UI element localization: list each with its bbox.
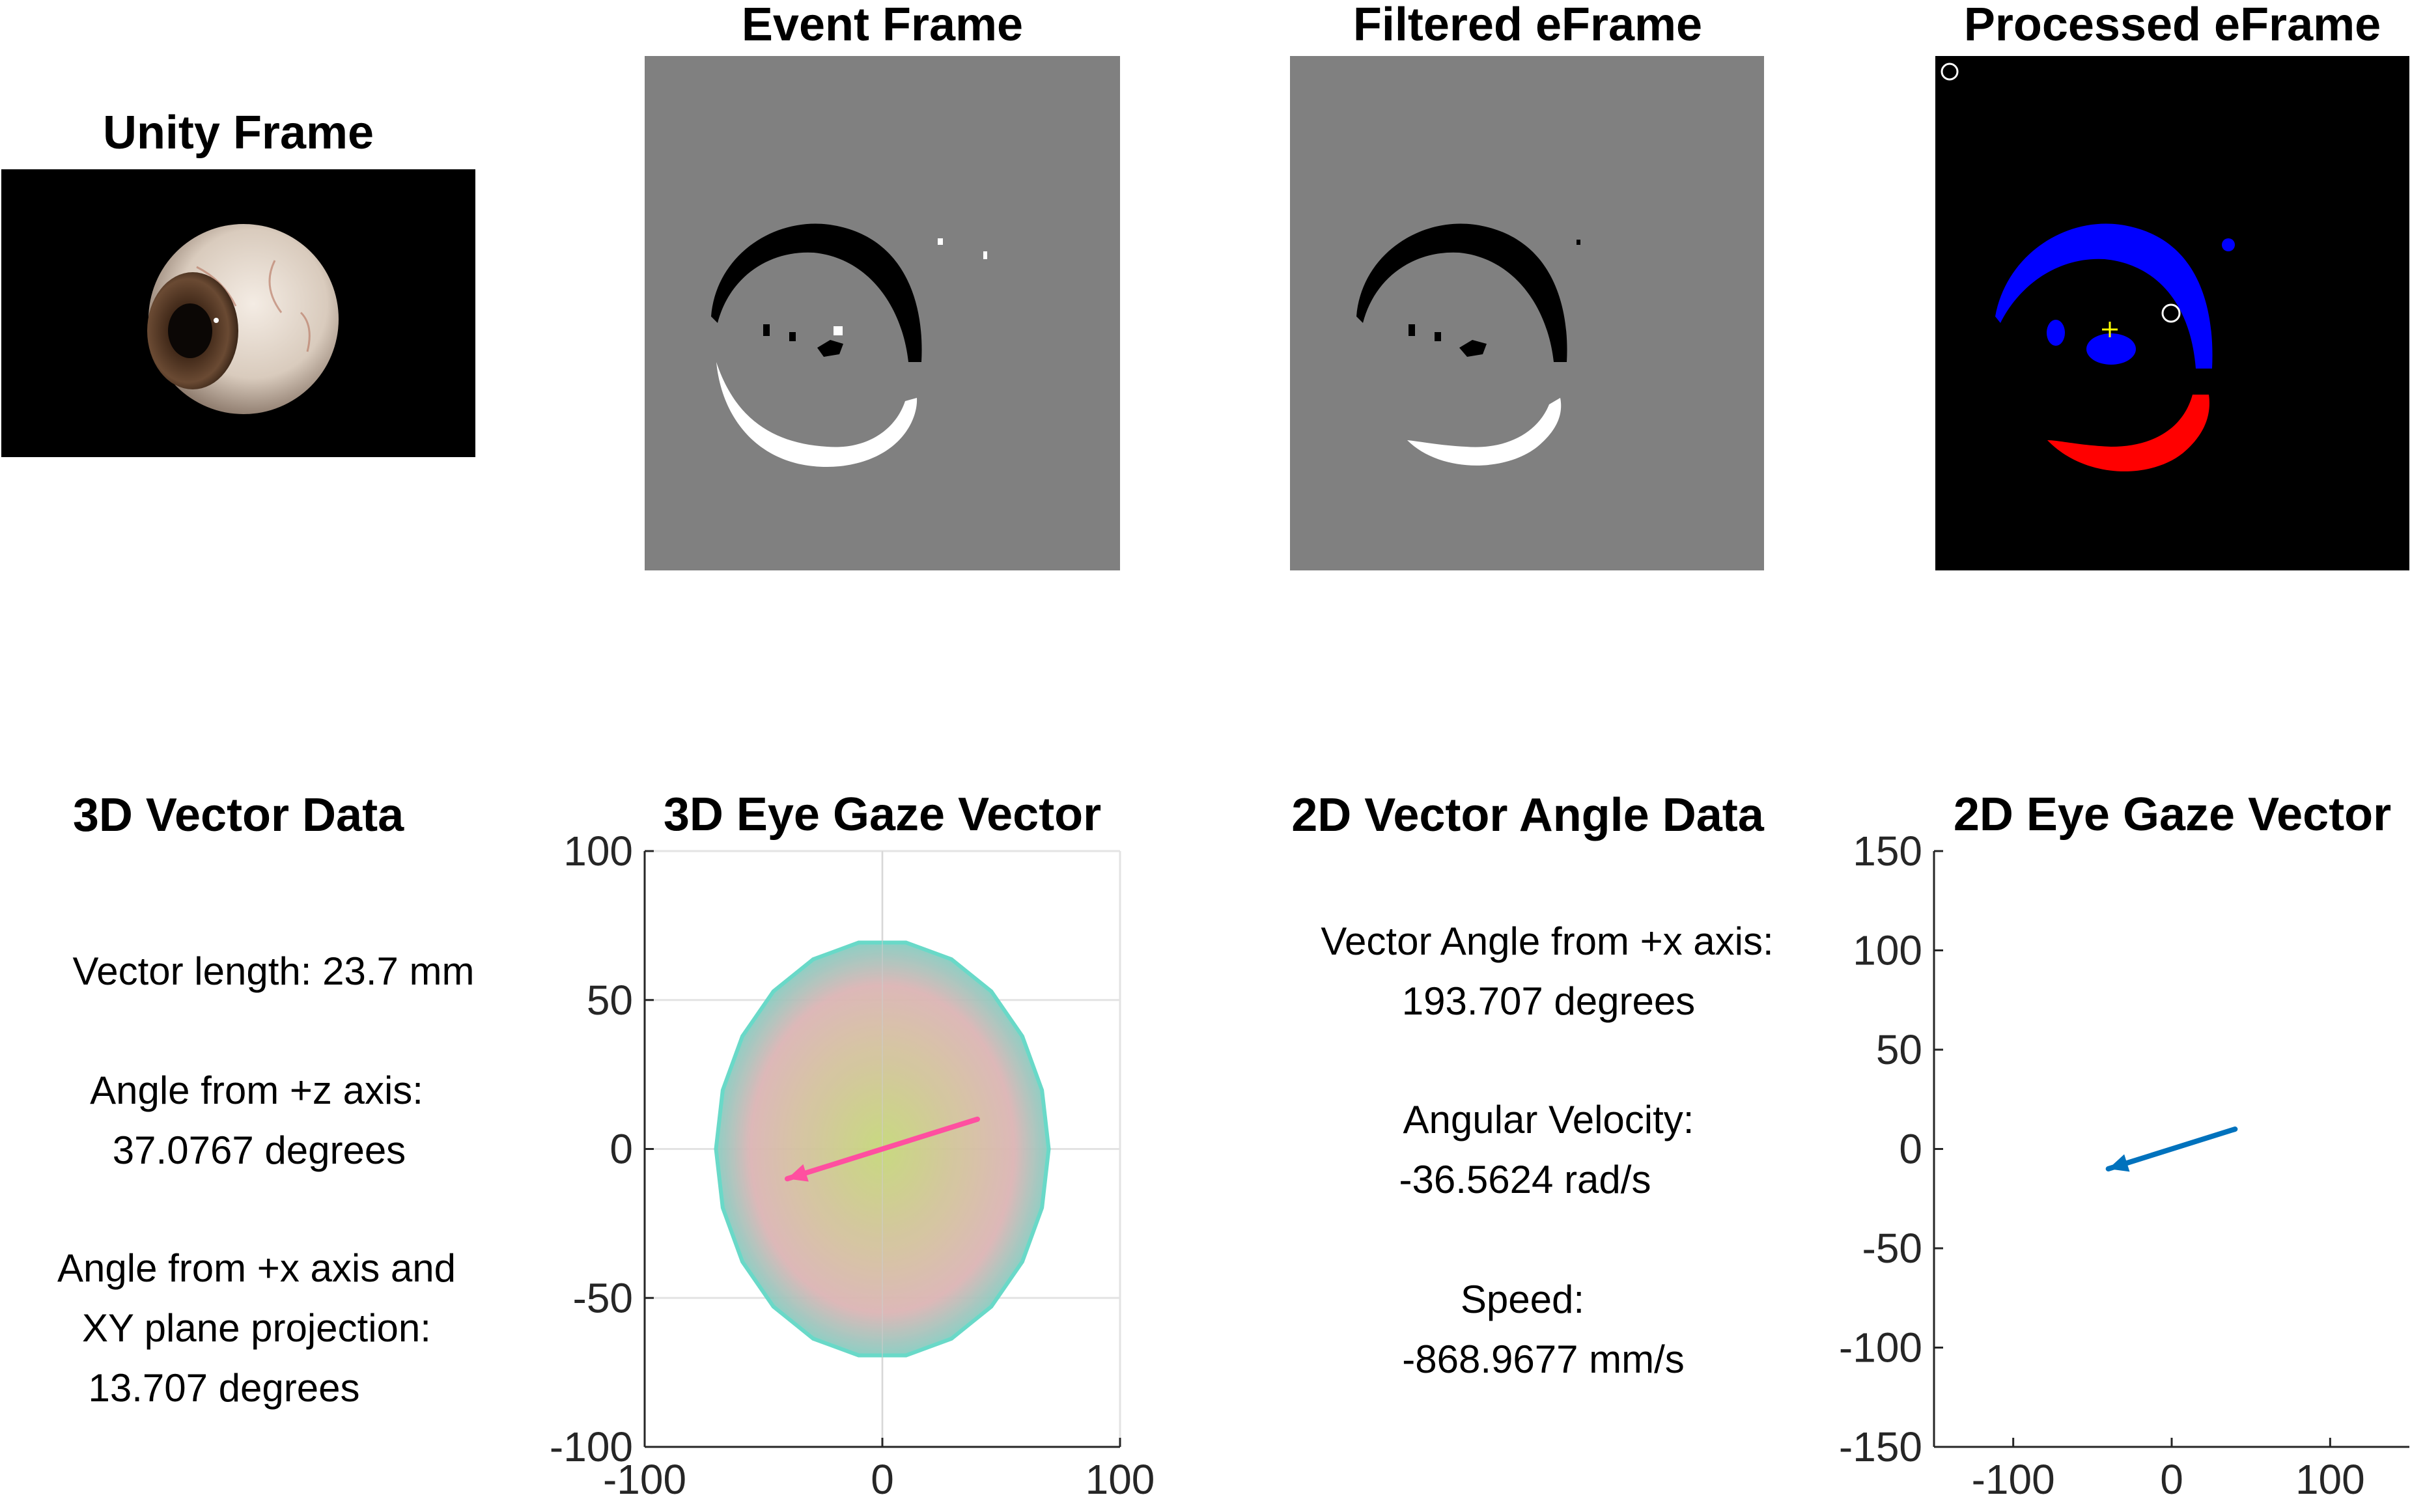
- eyeball-pupil: [168, 303, 212, 358]
- chart-title-2d: 2D Eye Gaze Vector: [1954, 789, 2391, 841]
- vector-3d-z-angle-label: Angle from +z axis:: [90, 1069, 423, 1112]
- gaze-vector-arrowhead-2d: [2108, 1154, 2130, 1172]
- event-upper-arc: [711, 223, 922, 362]
- vector-3d-z-angle-value: 37.0767 degrees: [112, 1128, 406, 1172]
- gaze-vector-2d: [2105, 1127, 2238, 1171]
- x-tick-label-3d: 100: [1086, 1456, 1155, 1503]
- angular-velocity-value: -36.5624 rad/s: [1399, 1158, 1651, 1201]
- y-tick-label-2d: 0: [1899, 1126, 1922, 1173]
- y-tick-label-2d: 50: [1876, 1026, 1922, 1073]
- x-tick-label-3d: -100: [603, 1456, 686, 1503]
- vector-3d-x-angle-label: Angle from +x axis and: [57, 1246, 456, 1290]
- x-tick-label-2d: 0: [2160, 1456, 2183, 1503]
- x-tick-label-2d: -100: [1972, 1456, 2055, 1503]
- processed-red-arc: [2047, 395, 2209, 471]
- y-tick-label-3d: -50: [573, 1274, 634, 1321]
- speed-value: -868.9677 mm/s: [1402, 1337, 1685, 1381]
- vector-3d-length: Vector length: 23.7 mm: [72, 949, 475, 993]
- processed-eframe-title: Processed eFrame: [1963, 0, 2381, 51]
- filtered-lower-arc: [1407, 398, 1562, 466]
- chart-title-3d: 3D Eye Gaze Vector: [664, 789, 1101, 841]
- y-tick-label-2d: 150: [1853, 828, 1922, 875]
- unity-frame-title: Unity Frame: [102, 107, 374, 159]
- event-lower-arc: [716, 362, 918, 467]
- gaze-vector-3d: [785, 1116, 980, 1182]
- vector-2d-angle-label: Vector Angle from +x axis:: [1321, 919, 1774, 963]
- vector-2d-data-title: 2D Vector Angle Data: [1291, 789, 1764, 841]
- event-frame-image: [645, 56, 1120, 570]
- y-tick-label-3d: 50: [587, 977, 633, 1024]
- processed-eframe-image: [1935, 56, 2409, 570]
- speed-label: Speed:: [1460, 1278, 1585, 1321]
- processed-blue-arc: [1995, 223, 2213, 369]
- y-tick-label-2d: -50: [1862, 1225, 1923, 1272]
- filtered-eframe-image: [1290, 56, 1764, 570]
- processed-center-marker: [2102, 322, 2118, 337]
- x-tick-label-3d: 0: [871, 1456, 894, 1503]
- filtered-upper-arc: [1356, 223, 1567, 362]
- y-tick-label-3d: 0: [610, 1126, 633, 1173]
- vector-3d-x-angle-value: 13.707 degrees: [88, 1366, 360, 1410]
- y-tick-label-3d: -100: [550, 1423, 633, 1470]
- y-tick-label-3d: 100: [563, 828, 633, 875]
- y-tick-label-2d: -100: [1839, 1324, 1922, 1371]
- gaze-vector-arrowhead-3d: [787, 1164, 809, 1182]
- vector-2d-angle-value: 193.707 degrees: [1401, 979, 1696, 1023]
- filtered-eframe-title: Filtered eFrame: [1353, 0, 1703, 51]
- unity-frame-image: [1, 169, 475, 457]
- angular-velocity-label: Angular Velocity:: [1403, 1098, 1694, 1141]
- vector-3d-x-angle-label-2: XY plane projection:: [82, 1306, 431, 1350]
- y-tick-label-2d: -150: [1839, 1423, 1922, 1470]
- event-frame-title: Event Frame: [741, 0, 1024, 51]
- x-tick-label-2d: 100: [2295, 1456, 2365, 1503]
- vector-3d-data-title: 3D Vector Data: [72, 789, 404, 841]
- y-tick-label-2d: 100: [1853, 927, 1922, 974]
